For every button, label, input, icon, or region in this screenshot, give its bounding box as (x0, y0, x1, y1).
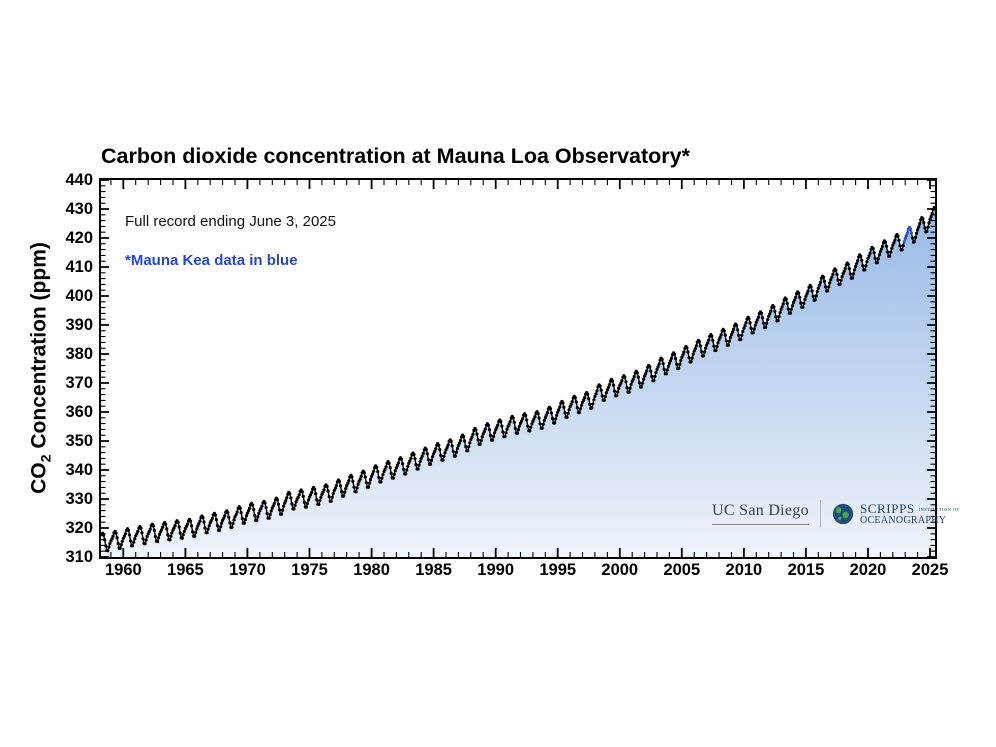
x-tick-label: 2015 (787, 561, 825, 579)
x-tick-label: 1985 (415, 561, 452, 579)
scripps-globe-icon (832, 503, 854, 524)
x-tick-label: 1995 (539, 561, 577, 579)
y-tick-label: 340 (65, 461, 93, 479)
chart-title: Carbon dioxide concentration at Mauna Lo… (101, 144, 690, 168)
x-tick-label: 2005 (663, 561, 701, 579)
y-tick-label: 440 (65, 171, 93, 189)
x-tick-label: 1975 (291, 561, 328, 579)
x-tick-label: 1990 (477, 561, 515, 579)
record-ending-note: Full record ending June 3, 2025 (125, 213, 336, 230)
y-tick-label: 430 (65, 200, 93, 218)
x-tick-label: 2025 (911, 561, 949, 579)
y-tick-label: 360 (65, 403, 93, 421)
scripps-wordmark: SCRIPPS INSTITUTION OF OCEANOGRAPHY (860, 502, 959, 526)
y-tick-label: 410 (65, 258, 93, 276)
x-tick-label: 1965 (167, 561, 204, 579)
y-tick-label: 320 (65, 519, 93, 537)
logo-divider (819, 500, 821, 527)
x-tick-label: 1980 (353, 561, 390, 579)
plot-area (99, 178, 937, 559)
y-tick-label: 380 (65, 345, 93, 363)
scripps-line1: SCRIPPS INSTITUTION OF (859, 500, 960, 516)
ucsd-wordmark: UC San Diego (712, 502, 809, 525)
y-tick-label: 420 (65, 229, 93, 247)
scripps-institution-of: INSTITUTION OF (918, 506, 960, 512)
y-tick-label: 370 (65, 374, 93, 392)
mauna-kea-note: *Mauna Kea data in blue (125, 252, 298, 269)
y-tick-label: 390 (65, 316, 93, 334)
y-tick-label: 310 (65, 548, 93, 566)
scripps-line2: OCEANOGRAPHY (859, 514, 947, 526)
x-tick-label: 1960 (104, 561, 142, 579)
x-tick-label: 2000 (601, 561, 639, 579)
x-tick-label: 2010 (725, 561, 763, 579)
x-tick-label: 2020 (849, 561, 887, 579)
logo-block: UC San Diego SCRIPPS INSTITUTION OF OCEA… (712, 500, 959, 527)
x-tick-label: 1970 (229, 561, 266, 579)
y-tick-label: 330 (65, 490, 93, 508)
keeling-curve-chart (101, 180, 935, 557)
y-axis-label: CO2 Concentration (ppm) (27, 242, 54, 494)
y-tick-label: 350 (65, 432, 93, 450)
y-tick-label: 400 (65, 287, 93, 305)
